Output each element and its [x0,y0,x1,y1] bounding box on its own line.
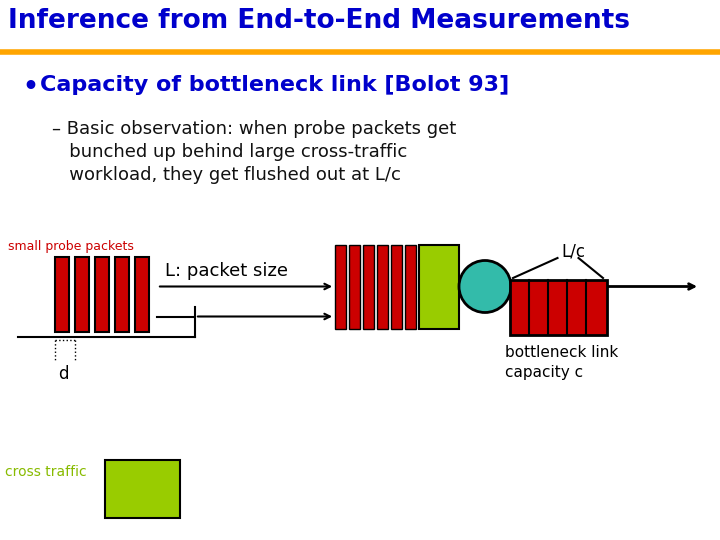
Text: bottleneck link
capacity c: bottleneck link capacity c [505,345,618,380]
Bar [75,257,89,332]
Text: L: packet size: L: packet size [165,262,288,280]
Text: Inference from End-to-End Measurements: Inference from End-to-End Measurements [8,8,630,34]
Bar [363,245,374,328]
Bar [335,245,346,328]
Bar [510,280,607,335]
Bar [405,245,416,328]
Text: d: d [58,365,68,383]
Bar [377,245,388,328]
Bar [55,257,69,332]
Text: – Basic observation: when probe packets get: – Basic observation: when probe packets … [52,120,456,138]
Bar [419,245,459,328]
Bar [105,460,180,518]
Text: workload, they get flushed out at L/c: workload, they get flushed out at L/c [52,166,401,184]
Bar [391,245,402,328]
Text: L/c: L/c [562,243,585,261]
Text: bunched up behind large cross-traffic: bunched up behind large cross-traffic [52,143,408,161]
Text: Capacity of bottleneck link [Bolot 93]: Capacity of bottleneck link [Bolot 93] [40,75,509,95]
Circle shape [459,260,511,313]
Bar [135,257,149,332]
Text: small probe packets: small probe packets [8,240,134,253]
Bar [115,257,129,332]
Bar [349,245,360,328]
Bar [95,257,109,332]
Text: •: • [22,75,38,99]
Text: cross traffic: cross traffic [5,465,86,479]
